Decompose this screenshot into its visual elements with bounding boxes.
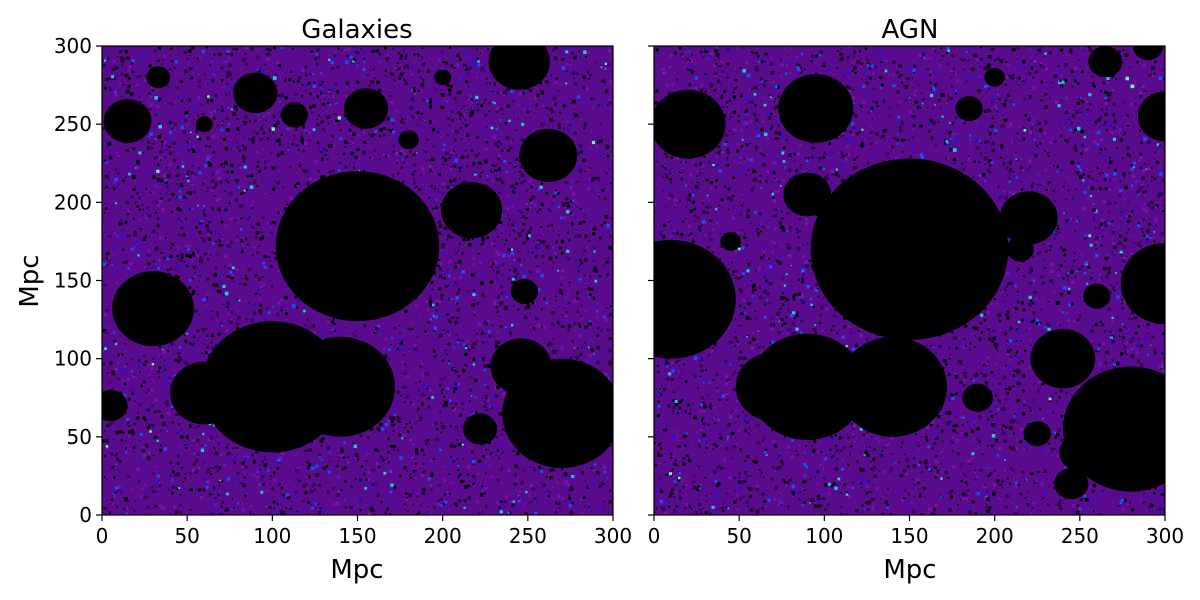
ionized-bubble: [343, 88, 389, 129]
y-axis-label: Mpc: [15, 254, 45, 307]
field-texture: [102, 46, 613, 515]
ionized-bubble: [1120, 242, 1165, 325]
x-tick-label: 0: [96, 524, 109, 548]
x-tick-label: 150: [338, 524, 376, 548]
ionized-bubble: [837, 336, 947, 437]
panel-galaxies: Galaxies 0 50 100 150 200 250 300 0 50 100 150 200…: [15, 15, 632, 585]
ionized-bubble: [490, 338, 552, 395]
ionized-bubble: [280, 102, 309, 128]
x-tick-label: 100: [805, 524, 843, 548]
x-tick-label: 250: [509, 524, 547, 548]
ionized-bubble: [195, 116, 213, 132]
chart-title: Galaxies: [301, 15, 412, 45]
y-axis: 0 50 100 150 200 250 300: [54, 34, 102, 527]
panel-agn: AGN 0 50 100 150 200 250 300 Mpc: [648, 15, 1184, 585]
ionized-bubble: [1132, 46, 1164, 61]
x-tick-label: 250: [1061, 524, 1099, 548]
y-tick-label: 150: [54, 269, 92, 293]
ionized-bubble: [810, 158, 1009, 340]
x-tick-label: 200: [424, 524, 462, 548]
x-tick-label: 50: [174, 524, 199, 548]
ionized-bubble: [170, 361, 239, 425]
ionized-bubble: [488, 46, 550, 90]
ionized-bubble: [440, 182, 503, 239]
ionized-bubble: [778, 74, 854, 143]
ionized-bubble: [510, 278, 539, 304]
x-tick-label: 0: [648, 524, 661, 548]
ionized-bubble: [233, 72, 278, 114]
ionized-bubble: [1083, 283, 1111, 309]
ionized-bubble: [463, 413, 498, 445]
ionized-bubble: [1054, 468, 1089, 500]
x-axis-label: Mpc: [883, 555, 936, 585]
x-axis: 0 50 100 150 200 250 300: [648, 515, 1184, 548]
ionized-bubble: [783, 172, 832, 217]
chart-title: AGN: [882, 15, 939, 45]
ionized-bubble: [962, 383, 993, 412]
ionized-bubble: [999, 191, 1058, 245]
ionized-bubble: [398, 130, 419, 150]
ionized-bubble: [654, 89, 726, 159]
ionized-bubble: [1023, 421, 1051, 447]
x-tick-label: 150: [890, 524, 928, 548]
y-axis: [648, 45, 654, 516]
ionized-bubble: [102, 389, 128, 422]
x-tick-label: 50: [726, 524, 751, 548]
x-tick-label: 200: [976, 524, 1014, 548]
ionized-bubble: [146, 66, 171, 89]
ionized-bubble: [1059, 433, 1101, 472]
ionized-bubble: [1088, 46, 1123, 78]
ionized-bubble: [955, 96, 983, 122]
y-tick-label: 300: [54, 34, 92, 58]
y-tick-label: 0: [79, 503, 92, 527]
ionized-bubble: [112, 271, 194, 347]
ionized-bubble: [735, 352, 811, 422]
y-tick-label: 200: [54, 190, 92, 214]
x-tick-label: 100: [253, 524, 291, 548]
ionized-bubble: [103, 99, 152, 143]
ionized-bubble: [519, 128, 578, 183]
ionized-bubble: [720, 232, 741, 251]
ionized-bubble: [275, 171, 440, 322]
ionized-bubble: [1006, 236, 1034, 262]
x-axis: 0 50 100 150 200 250 300: [96, 515, 632, 548]
ionized-bubble: [1137, 91, 1165, 142]
ionized-bubble: [434, 69, 452, 86]
y-tick-label: 100: [54, 347, 92, 371]
ionized-bubble: [654, 239, 736, 359]
y-tick-label: 50: [67, 425, 92, 449]
ionized-bubble: [285, 336, 395, 437]
ionized-bubble: [1030, 328, 1096, 389]
density-field: [654, 46, 1165, 515]
density-field: [102, 46, 613, 515]
x-tick-label: 300: [594, 524, 632, 548]
y-tick-label: 250: [54, 112, 92, 136]
ionized-bubble: [984, 67, 1005, 87]
x-axis-label: Mpc: [330, 555, 383, 585]
x-tick-label: 300: [1146, 524, 1184, 548]
